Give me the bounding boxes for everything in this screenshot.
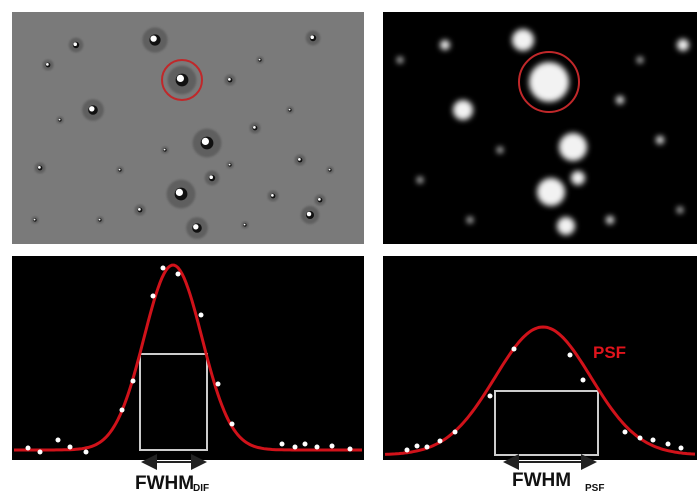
star-core	[38, 166, 41, 169]
star	[637, 57, 643, 63]
point	[651, 438, 656, 443]
point	[425, 445, 430, 450]
star	[529, 62, 569, 102]
point	[623, 430, 628, 435]
star	[512, 29, 534, 51]
point	[438, 439, 443, 444]
star-core	[298, 158, 301, 161]
point	[280, 442, 285, 447]
star-core	[150, 35, 156, 41]
star-core	[202, 138, 209, 145]
star-core	[307, 212, 312, 217]
point	[488, 394, 493, 399]
fwhm-subscript: DIF	[193, 483, 209, 493]
star	[656, 136, 664, 144]
star-core	[289, 109, 291, 111]
fwhm-label: FWHM	[512, 470, 571, 491]
star	[467, 217, 473, 223]
star-core	[59, 119, 61, 121]
star-core	[34, 219, 36, 221]
point	[68, 445, 73, 450]
star-core	[177, 75, 184, 82]
point	[176, 272, 181, 277]
point	[315, 445, 320, 450]
point	[568, 353, 573, 358]
star-core	[209, 175, 213, 179]
point	[230, 422, 235, 427]
point	[679, 446, 684, 451]
point	[293, 445, 298, 450]
star-core	[46, 63, 49, 66]
profile-psf	[383, 256, 697, 460]
star	[537, 178, 565, 206]
point	[131, 379, 136, 384]
star-core	[329, 169, 331, 171]
point	[666, 442, 671, 447]
figure: PSF FWHM DIF FWHM PSF	[0, 0, 697, 493]
star	[497, 147, 503, 153]
point	[303, 442, 308, 447]
point	[199, 313, 204, 318]
star-core	[259, 59, 261, 61]
point	[638, 436, 643, 441]
star-core	[89, 106, 94, 111]
point	[405, 448, 410, 453]
star-core	[176, 189, 183, 196]
star-core	[164, 149, 166, 151]
star	[606, 216, 614, 224]
point	[216, 382, 221, 387]
star	[417, 177, 423, 183]
star	[397, 57, 403, 63]
point	[56, 438, 61, 443]
star-core	[99, 219, 101, 221]
star-core	[244, 224, 246, 226]
star-core	[228, 78, 231, 81]
star-core	[138, 208, 141, 211]
star-core	[73, 42, 77, 46]
point	[26, 446, 31, 451]
fwhm-subscript: PSF	[585, 483, 604, 493]
psf-image	[383, 12, 697, 244]
star	[616, 96, 624, 104]
point	[453, 430, 458, 435]
star	[677, 39, 689, 51]
star-core	[271, 194, 274, 197]
star-core	[318, 198, 321, 201]
star-core	[193, 224, 198, 229]
star	[453, 100, 473, 120]
point	[512, 347, 517, 352]
star	[571, 171, 585, 185]
point	[348, 447, 353, 452]
star	[557, 217, 575, 235]
star	[677, 207, 683, 213]
star-core	[229, 164, 231, 166]
point	[151, 294, 156, 299]
point	[581, 378, 586, 383]
star	[440, 40, 450, 50]
curve-label: PSF	[593, 343, 626, 362]
point	[161, 266, 166, 271]
point	[330, 444, 335, 449]
star-core	[310, 35, 314, 39]
point	[84, 450, 89, 455]
point	[120, 408, 125, 413]
fwhm-label: FWHM	[135, 473, 194, 493]
star-core	[119, 169, 121, 171]
point	[415, 444, 420, 449]
star	[559, 133, 587, 161]
star-core	[253, 126, 256, 129]
point	[38, 450, 43, 455]
